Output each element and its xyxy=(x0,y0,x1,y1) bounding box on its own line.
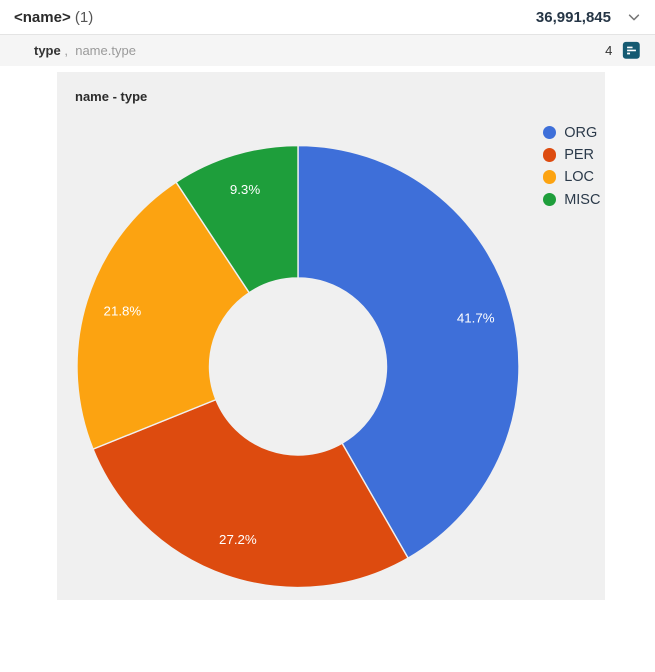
svg-text:41.7%: 41.7% xyxy=(457,311,495,326)
svg-text:21.8%: 21.8% xyxy=(104,303,142,318)
svg-text:9.3%: 9.3% xyxy=(230,182,260,197)
svg-text:27.2%: 27.2% xyxy=(219,532,257,547)
